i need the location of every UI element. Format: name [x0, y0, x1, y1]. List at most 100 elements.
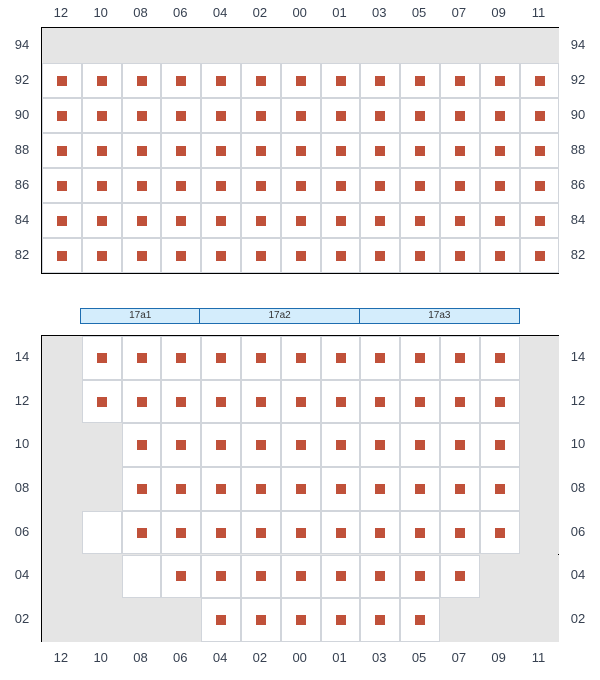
seat[interactable]	[216, 615, 226, 625]
seat[interactable]	[375, 615, 385, 625]
seat[interactable]	[137, 111, 147, 121]
seat[interactable]	[495, 111, 505, 121]
seat[interactable]	[176, 251, 186, 261]
seat[interactable]	[176, 76, 186, 86]
seat[interactable]	[296, 181, 306, 191]
seat[interactable]	[256, 251, 266, 261]
seat[interactable]	[375, 251, 385, 261]
seat[interactable]	[415, 571, 425, 581]
seat[interactable]	[336, 216, 346, 226]
seat[interactable]	[495, 76, 505, 86]
seat[interactable]	[57, 181, 67, 191]
seat[interactable]	[415, 484, 425, 494]
seat[interactable]	[216, 76, 226, 86]
seat[interactable]	[535, 111, 545, 121]
seat[interactable]	[256, 111, 266, 121]
seat[interactable]	[375, 216, 385, 226]
seat[interactable]	[296, 146, 306, 156]
seat[interactable]	[415, 181, 425, 191]
seat[interactable]	[415, 146, 425, 156]
seat[interactable]	[256, 440, 266, 450]
seat[interactable]	[256, 353, 266, 363]
seat[interactable]	[415, 528, 425, 538]
seat[interactable]	[216, 353, 226, 363]
seat[interactable]	[256, 571, 266, 581]
seat[interactable]	[97, 111, 107, 121]
seat[interactable]	[176, 528, 186, 538]
seat[interactable]	[216, 484, 226, 494]
seat[interactable]	[375, 181, 385, 191]
seat[interactable]	[216, 397, 226, 407]
seat[interactable]	[375, 111, 385, 121]
seat[interactable]	[137, 181, 147, 191]
seat[interactable]	[137, 528, 147, 538]
seat[interactable]	[296, 216, 306, 226]
seat[interactable]	[296, 528, 306, 538]
seat[interactable]	[137, 397, 147, 407]
seat[interactable]	[495, 216, 505, 226]
seat[interactable]	[296, 251, 306, 261]
seat[interactable]	[336, 251, 346, 261]
seat[interactable]	[455, 397, 465, 407]
seat[interactable]	[296, 76, 306, 86]
seat[interactable]	[336, 571, 346, 581]
seat[interactable]	[336, 397, 346, 407]
seat[interactable]	[256, 397, 266, 407]
seat[interactable]	[535, 251, 545, 261]
seat[interactable]	[375, 571, 385, 581]
seat[interactable]	[256, 76, 266, 86]
seat[interactable]	[495, 353, 505, 363]
seat[interactable]	[296, 440, 306, 450]
seat[interactable]	[375, 146, 385, 156]
seat[interactable]	[455, 440, 465, 450]
seat[interactable]	[296, 353, 306, 363]
seat[interactable]	[455, 353, 465, 363]
seat[interactable]	[495, 181, 505, 191]
seat[interactable]	[57, 251, 67, 261]
seat[interactable]	[415, 353, 425, 363]
seat[interactable]	[296, 571, 306, 581]
seat[interactable]	[415, 216, 425, 226]
seat[interactable]	[535, 146, 545, 156]
seat[interactable]	[256, 615, 266, 625]
seat[interactable]	[216, 146, 226, 156]
seat[interactable]	[216, 181, 226, 191]
seat[interactable]	[176, 397, 186, 407]
seat[interactable]	[57, 111, 67, 121]
seat[interactable]	[256, 484, 266, 494]
seat[interactable]	[216, 571, 226, 581]
seat[interactable]	[455, 528, 465, 538]
seat[interactable]	[216, 111, 226, 121]
seat[interactable]	[176, 146, 186, 156]
seat[interactable]	[97, 181, 107, 191]
seat[interactable]	[296, 111, 306, 121]
seat[interactable]	[495, 484, 505, 494]
seat[interactable]	[97, 353, 107, 363]
seat[interactable]	[495, 528, 505, 538]
seat[interactable]	[176, 111, 186, 121]
seat[interactable]	[216, 216, 226, 226]
seat[interactable]	[57, 76, 67, 86]
seat[interactable]	[535, 181, 545, 191]
seat[interactable]	[455, 571, 465, 581]
seat[interactable]	[137, 76, 147, 86]
seat[interactable]	[97, 76, 107, 86]
seat[interactable]	[336, 353, 346, 363]
seat[interactable]	[535, 216, 545, 226]
seat[interactable]	[336, 484, 346, 494]
seat[interactable]	[336, 528, 346, 538]
seat[interactable]	[216, 251, 226, 261]
seat[interactable]	[455, 76, 465, 86]
seat[interactable]	[455, 251, 465, 261]
seat[interactable]	[296, 615, 306, 625]
seat[interactable]	[137, 440, 147, 450]
seat[interactable]	[296, 397, 306, 407]
seat[interactable]	[535, 76, 545, 86]
seat[interactable]	[176, 181, 186, 191]
seat[interactable]	[375, 528, 385, 538]
seat[interactable]	[97, 216, 107, 226]
seat[interactable]	[176, 216, 186, 226]
seat[interactable]	[415, 615, 425, 625]
seat[interactable]	[375, 484, 385, 494]
seat[interactable]	[415, 440, 425, 450]
